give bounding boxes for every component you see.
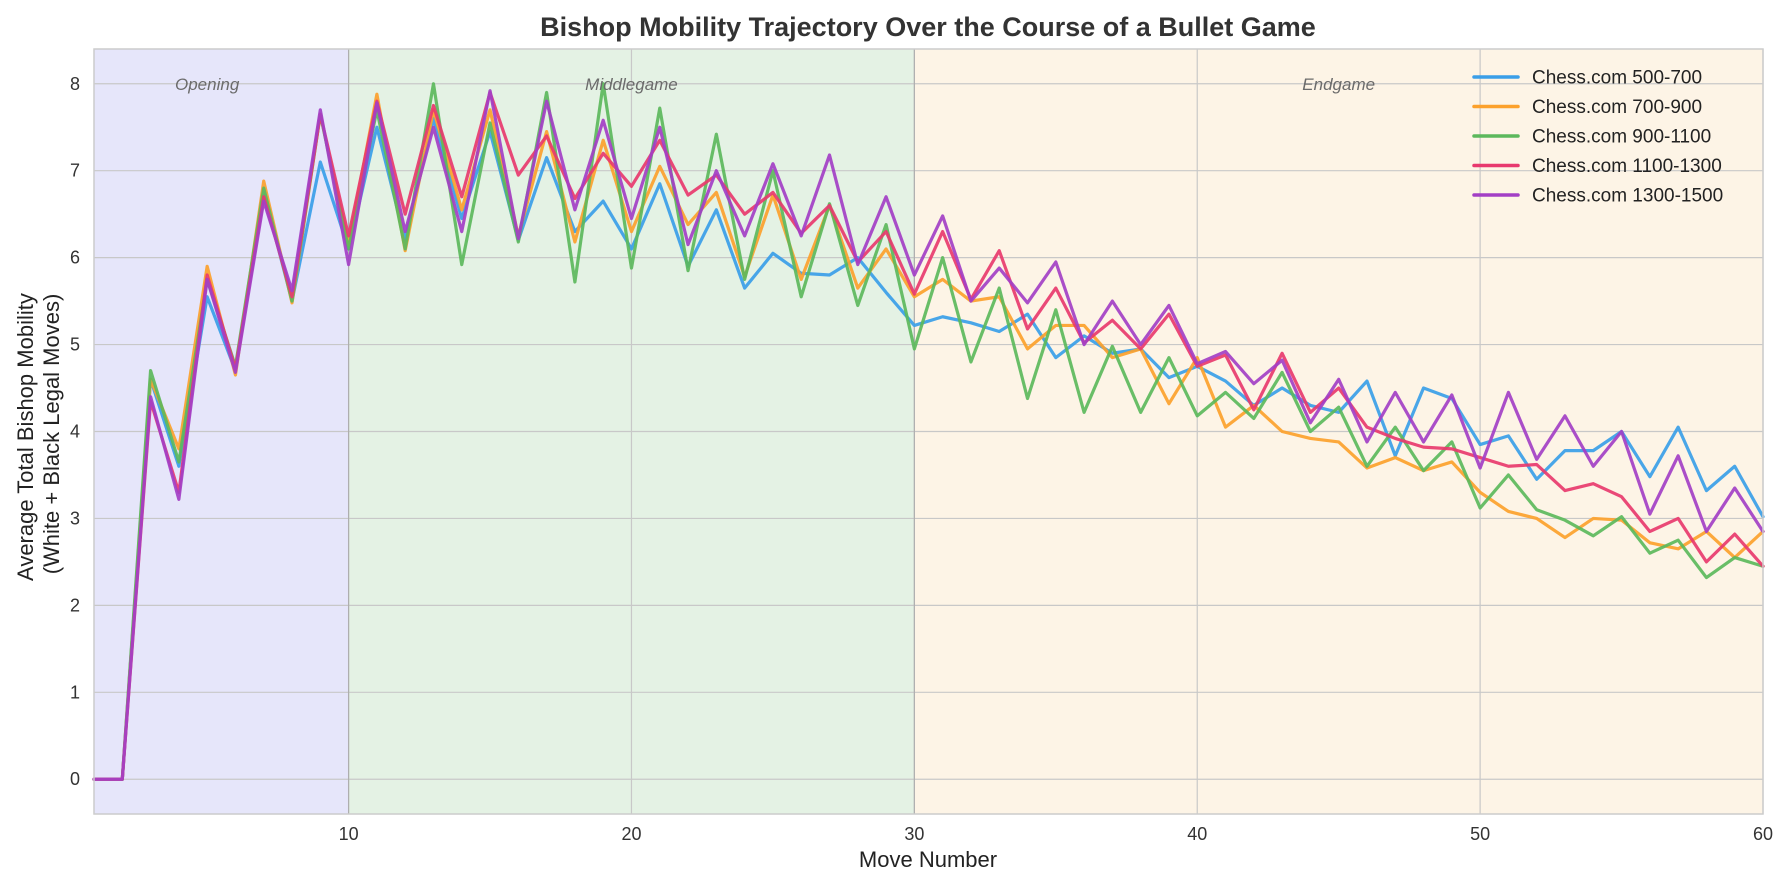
x-tick-labels: 10 20 30 40 50 60 (339, 824, 1773, 844)
phase-label: Middlegame (585, 75, 678, 94)
x-axis-label: Move Number (859, 847, 997, 872)
chart-title: Bishop Mobility Trajectory Over the Cour… (540, 12, 1316, 42)
x-tick-label: 20 (621, 824, 641, 844)
y-axis-label: Average Total Bishop Mobility (White + B… (13, 287, 64, 581)
legend: Chess.com 500-700 Chess.com 700-900 Chess.… (1472, 68, 1723, 207)
y-tick-label: 6 (70, 248, 80, 268)
y-tick-label: 0 (70, 769, 80, 789)
y-tick-label: 2 (70, 595, 80, 615)
plot-frame (93, 48, 1764, 815)
phase-labels: Opening Middlegame Endgame (175, 75, 1375, 94)
series-line-1 (92, 116, 1765, 781)
series-line-5 (92, 89, 1765, 781)
series-lines (92, 82, 1765, 781)
x-tick-label: 60 (1753, 824, 1773, 844)
phase-dividers (347, 49, 915, 814)
x-tick-label: 30 (904, 824, 924, 844)
y-axis-label-line1: Average Total Bishop Mobility (13, 293, 38, 581)
x-tick-label: 40 (1187, 824, 1207, 844)
legend-label: Chess.com 900-1100 (1532, 127, 1711, 148)
legend-label: Chess.com 700-900 (1532, 97, 1702, 118)
y-tick-label: 1 (70, 682, 80, 702)
phase-label: Opening (175, 75, 240, 94)
y-tick-label: 3 (70, 508, 80, 528)
y-tick-label: 7 (70, 161, 80, 181)
y-tick-label: 5 (70, 335, 80, 355)
legend-label: Chess.com 1300-1500 (1532, 186, 1723, 207)
x-tick-label: 50 (1470, 824, 1490, 844)
y-axis-label-line2: (White + Black Legal Moves) (39, 294, 64, 575)
legend-label: Chess.com 500-700 (1532, 68, 1702, 89)
y-tick-label: 8 (70, 74, 80, 94)
phase-label: Endgame (1302, 75, 1375, 94)
legend-label: Chess.com 1100-1300 (1532, 156, 1722, 177)
grid (94, 49, 1764, 814)
x-tick-label: 10 (339, 824, 359, 844)
y-tick-labels: 0 1 2 3 4 5 6 7 8 (70, 74, 80, 789)
y-tick-label: 4 (70, 422, 80, 442)
